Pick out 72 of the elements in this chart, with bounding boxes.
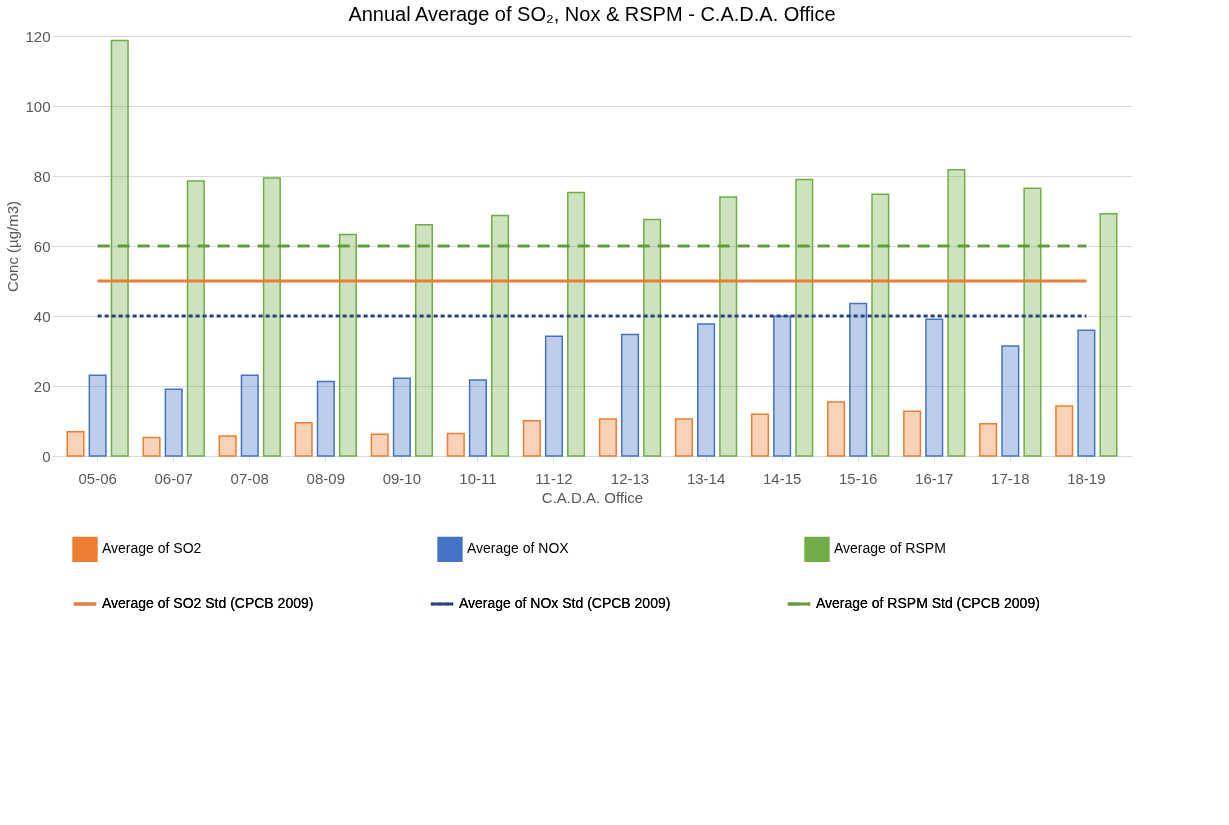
bar bbox=[903, 410, 922, 457]
bar bbox=[240, 374, 259, 457]
x-tick-label: 16-17 bbox=[915, 469, 954, 487]
bar bbox=[544, 335, 564, 457]
x-tick-label: 12-13 bbox=[610, 469, 650, 487]
bar bbox=[643, 218, 662, 457]
bar bbox=[370, 433, 389, 457]
x-tick-label: 11-12 bbox=[535, 469, 573, 487]
y-axis-title: Conc (µg/m3) bbox=[4, 200, 22, 293]
bar bbox=[316, 380, 335, 457]
legend-label: Average of NOX bbox=[467, 540, 570, 557]
bar bbox=[795, 178, 814, 457]
bar bbox=[88, 374, 107, 457]
x-tick-label: 09-10 bbox=[382, 469, 422, 487]
x-tick-label: 15-16 bbox=[839, 469, 878, 487]
bar bbox=[338, 233, 357, 457]
y-tick-label: 120 bbox=[25, 27, 51, 45]
chart-title: Annual Average of SO₂, Nox & RSPM - C.A.D.A. Office bbox=[348, 3, 836, 25]
legend-label: Average of NOx Std (CPCB 2009) bbox=[459, 595, 671, 611]
bar bbox=[186, 180, 205, 457]
bar bbox=[697, 323, 716, 457]
bar bbox=[620, 333, 640, 457]
x-tick-label: 07-08 bbox=[230, 469, 269, 487]
bar bbox=[598, 418, 617, 457]
y-tick-label: 80 bbox=[33, 167, 51, 185]
bar bbox=[218, 435, 237, 457]
y-tick-label: 40 bbox=[33, 307, 51, 325]
x-tick-label: 13-14 bbox=[686, 469, 726, 487]
x-tick-label: 05-06 bbox=[78, 469, 117, 487]
bar bbox=[849, 302, 868, 457]
legend-label: Average of RSPM Std (CPCB 2009) bbox=[816, 595, 1040, 611]
bar bbox=[719, 196, 738, 457]
y-tick-label: 100 bbox=[25, 97, 51, 115]
bar bbox=[1099, 213, 1118, 457]
bar bbox=[294, 422, 313, 457]
bar bbox=[1055, 405, 1074, 457]
x-tick-label: 10-11 bbox=[459, 469, 497, 487]
bar bbox=[947, 168, 966, 457]
bar bbox=[674, 418, 694, 457]
bar bbox=[414, 223, 434, 457]
bar bbox=[490, 214, 510, 457]
legend-label: Average of RSPM bbox=[834, 540, 946, 557]
bar bbox=[925, 318, 944, 457]
bar bbox=[522, 419, 541, 457]
y-tick-label: 20 bbox=[33, 377, 51, 395]
bar bbox=[979, 423, 998, 457]
bar bbox=[750, 413, 770, 457]
legend-label: Average of SO2 Std (CPCB 2009) bbox=[102, 595, 314, 611]
y-tick-label: 60 bbox=[33, 237, 51, 255]
x-tick-label: 14-15 bbox=[762, 469, 802, 487]
bar bbox=[142, 436, 161, 457]
bar bbox=[164, 388, 183, 457]
x-tick-label: 08-09 bbox=[306, 469, 345, 487]
bar bbox=[392, 377, 411, 457]
y-tick-label: 0 bbox=[42, 447, 51, 465]
bar bbox=[567, 191, 586, 457]
x-tick-label: 17-18 bbox=[991, 469, 1030, 487]
x-axis-title: C.A.D.A. Office bbox=[541, 488, 644, 506]
x-tick-label: 18-19 bbox=[1067, 469, 1106, 487]
bar bbox=[773, 315, 792, 457]
bar bbox=[871, 193, 890, 457]
bar bbox=[827, 401, 846, 457]
bar bbox=[1001, 345, 1020, 457]
bar bbox=[66, 431, 85, 457]
bar bbox=[1023, 187, 1042, 457]
bar bbox=[468, 379, 487, 457]
bar bbox=[1077, 329, 1096, 457]
bar bbox=[446, 432, 465, 457]
legend-label: Average of SO2 bbox=[102, 540, 202, 557]
bar bbox=[110, 39, 129, 457]
x-tick-label: 06-07 bbox=[154, 469, 193, 487]
bar bbox=[262, 177, 281, 457]
